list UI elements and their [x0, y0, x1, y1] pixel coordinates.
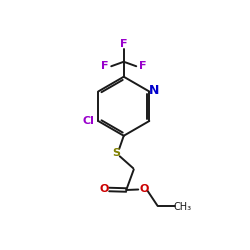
- Text: N: N: [148, 84, 159, 98]
- Text: CH₃: CH₃: [174, 202, 192, 212]
- Text: S: S: [112, 148, 120, 158]
- Text: O: O: [139, 184, 148, 194]
- Text: O: O: [100, 184, 109, 194]
- Text: F: F: [101, 61, 109, 71]
- Text: F: F: [120, 39, 128, 49]
- Text: F: F: [139, 61, 146, 71]
- Text: Cl: Cl: [83, 116, 95, 126]
